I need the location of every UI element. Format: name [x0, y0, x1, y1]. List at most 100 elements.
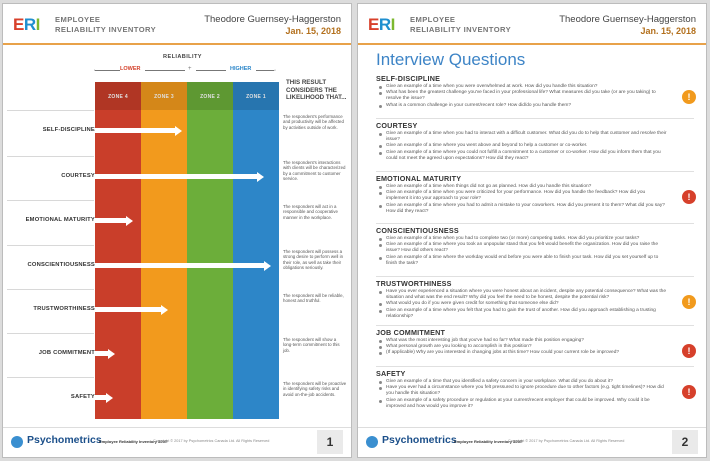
question-item: What is a common challenge in your curre… [376, 103, 694, 109]
trait-description: The respondent will possess a strong des… [283, 249, 344, 270]
psychometrics-logo-icon [366, 436, 378, 448]
section-heading: COURTESY [376, 121, 418, 130]
section-divider [376, 118, 694, 119]
footer-copyright: Copyright © 2017 by Psychometrics Canada… [153, 439, 270, 443]
trait-arrow-icon [264, 260, 272, 271]
question-item: Give an example of a time when you were … [376, 84, 694, 90]
trait-name: COURTESY [61, 173, 95, 179]
trait-bar [95, 263, 266, 268]
zone-column [187, 82, 233, 419]
reliability-label: RELIABILITY [163, 54, 202, 60]
alert-flag-icon: ! [682, 344, 696, 358]
trait-arrow-icon [126, 215, 134, 226]
trait-bar [95, 128, 176, 133]
higher-label: HIGHER [230, 66, 252, 72]
trait-name: SELF-DISCIPLINE [42, 127, 95, 133]
question-section: EMOTIONAL MATURITY Give an example of a t… [376, 174, 694, 215]
question-section: CONSCIENTIOUSNESS Give an example of a ti… [376, 226, 694, 267]
trait-name: EMOTIONAL MATURITY [25, 217, 95, 223]
axis-mid-line-right [196, 70, 226, 71]
trait-description: The respondent will show a long-term com… [283, 337, 340, 353]
section-heading: SAFETY [376, 369, 406, 378]
question-section: JOB COMMITMENT What was the most interest… [376, 328, 694, 357]
trait-divider [7, 289, 94, 290]
footer-report-name: Employee Reliability Inventory 300® [454, 439, 523, 444]
question-item: Give an example of a time that you ident… [376, 379, 694, 385]
question-item: What has been the greatest challenge you… [376, 90, 694, 102]
zone-label: ZONE 1 [246, 94, 266, 100]
question-item: Give an example of a time when you had t… [376, 236, 694, 242]
page-number: 2 [672, 430, 698, 454]
question-item: Give an example of a time when you were … [376, 190, 694, 202]
report-title: EMPLOYEE RELIABILITY INVENTORY [410, 15, 512, 34]
alert-flag-icon: ! [682, 295, 696, 309]
lower-label: LOWER [120, 66, 141, 72]
question-item: Give an example of a time when things di… [376, 184, 694, 190]
eri-logo: ERI [368, 15, 395, 34]
question-item: Have you ever experienced a situation wh… [376, 289, 694, 301]
axis-right-line [256, 70, 274, 71]
section-divider [376, 325, 694, 326]
trait-name: TRUSTWORTHINESS [33, 306, 95, 312]
trait-description: The respondent will be proactive in iden… [283, 381, 347, 397]
question-item: What was the most interesting job that y… [376, 338, 694, 344]
trait-arrow-icon [257, 171, 265, 182]
trait-bar [95, 351, 109, 356]
trait-arrow-icon [160, 304, 168, 315]
axis-left-line [95, 70, 120, 71]
interview-questions-title: Interview Questions [376, 50, 526, 69]
trait-divider [7, 245, 94, 246]
candidate-name: Theodore Guernsey-Haggerston [204, 14, 341, 25]
question-item: What would you do if you were given cred… [376, 301, 694, 307]
trait-name: SAFETY [70, 394, 95, 400]
section-divider [376, 366, 694, 367]
zone-label: ZONE 2 [200, 94, 220, 100]
axis-center-mark: + [188, 66, 192, 72]
question-section: COURTESY Give an example of a time when y… [376, 121, 694, 162]
footer-brand: Psychometrics [382, 434, 457, 446]
page-header: ERI EMPLOYEE RELIABILITY INVENTORY Theodo… [358, 4, 706, 45]
trait-description: The respondent's interactions with clien… [283, 160, 346, 181]
trait-description: The respondent will be reliable, honest … [283, 293, 344, 304]
trait-description: The respondent will act in a responsible… [283, 204, 338, 220]
question-item: Give an example of a time where you took… [376, 242, 694, 254]
trait-arrow-icon [107, 348, 115, 359]
candidate-name: Theodore Guernsey-Haggerston [559, 14, 696, 25]
question-item: Give an example of a safety procedure or… [376, 398, 694, 410]
alert-flag-icon: ! [682, 190, 696, 204]
trait-name: JOB COMMITMENT [38, 350, 95, 356]
footer-brand: Psychometrics [27, 434, 102, 446]
header-divider [358, 43, 706, 45]
section-divider [376, 223, 694, 224]
question-item: (If applicable) Why are you interested i… [376, 350, 694, 356]
zone-header-band [95, 82, 279, 110]
psychometrics-logo-icon [11, 436, 23, 448]
section-divider [376, 171, 694, 172]
alert-flag-icon: ! [682, 90, 696, 104]
zone-column [233, 82, 279, 419]
report-page-2: ERI EMPLOYEE RELIABILITY INVENTORY Theodo… [357, 3, 707, 458]
alert-flag-icon: ! [682, 385, 696, 399]
zone-label: ZONE 4 [108, 94, 128, 100]
zone-column [141, 82, 187, 419]
trait-arrow-icon [174, 125, 182, 136]
axis-right-arrow-icon: → [271, 67, 277, 73]
report-page-1: ERI EMPLOYEE RELIABILITY INVENTORY Theodo… [2, 3, 352, 458]
section-heading: SELF-DISCIPLINE [376, 74, 441, 83]
trait-bar [95, 395, 107, 400]
question-item: Give an example of a time where you had … [376, 203, 694, 215]
section-divider [376, 276, 694, 277]
page-number: 1 [317, 430, 343, 454]
question-section: SAFETY Give an example of a time that you… [376, 369, 694, 410]
question-item: Give an example of a time when you had t… [376, 131, 694, 143]
trait-arrow-icon [105, 392, 113, 403]
zone-column [95, 82, 141, 419]
axis-mid-line-left [145, 70, 185, 71]
trait-bar [95, 174, 259, 179]
page-footer: Psychometrics Employee Reliability Inven… [358, 427, 706, 457]
trait-divider [7, 377, 94, 378]
question-item: What personal growth are you looking to … [376, 344, 694, 350]
considers-heading: THIS RESULT CONSIDERS THE LIKELIHOOD THA… [286, 79, 347, 101]
trait-divider [7, 110, 94, 111]
trait-name: CONSCIENTIOUSNESS [27, 262, 95, 268]
